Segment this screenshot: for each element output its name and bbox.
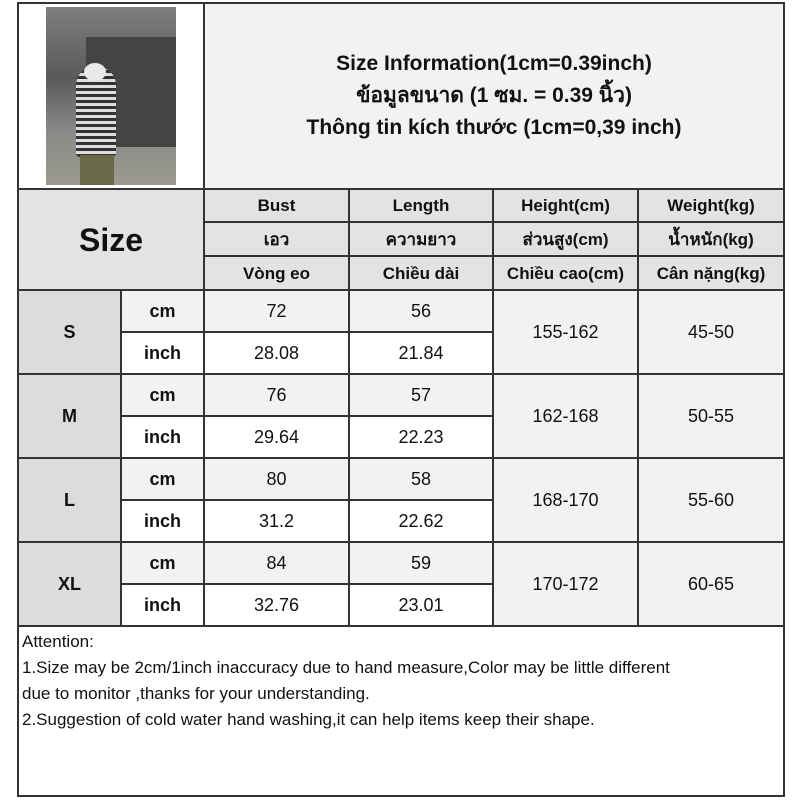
col-header-weight-en: Weight(kg)	[636, 188, 786, 223]
unit-cm: cm	[120, 541, 205, 585]
col-header-weight-th: น้ำหนัก(kg)	[636, 221, 786, 257]
col-header-length-th: ความยาว	[348, 221, 494, 257]
attention-notes: Attention: 1.Size may be 2cm/1inch inacc…	[16, 625, 786, 797]
unit-inch: inch	[120, 331, 205, 375]
unit-cm: cm	[120, 373, 205, 417]
table-row: inch 32.76 23.01	[18, 583, 784, 627]
bust-cm: 80	[203, 457, 350, 501]
bust-inch: 32.76	[203, 583, 350, 627]
table-row: XL cm 84 59 170-172 60-65	[17, 541, 786, 627]
bust-inch: 29.64	[203, 415, 350, 459]
notes-line: due to monitor ,thanks for your understa…	[22, 684, 370, 703]
notes-line: 1.Size may be 2cm/1inch inaccuracy due t…	[22, 658, 670, 677]
unit-cm: cm	[120, 457, 205, 501]
product-photo	[46, 7, 176, 185]
unit-cm: cm	[120, 289, 205, 333]
height-range: 168-170	[492, 457, 639, 543]
size-header: Size	[17, 188, 205, 291]
weight-range: 50-55	[636, 373, 786, 459]
height-range: 170-172	[492, 541, 639, 627]
weight-range: 60-65	[636, 541, 786, 627]
length-cm: 56	[348, 289, 494, 333]
col-header-height-th: ส่วนสูง(cm)	[492, 221, 639, 257]
col-header-length-en: Length	[348, 188, 494, 223]
length-inch: 21.84	[348, 331, 494, 375]
product-photo-cell	[17, 2, 205, 190]
size-label: M	[17, 373, 122, 459]
col-header-bust-vi: Vòng eo	[203, 255, 350, 291]
bust-cm: 72	[203, 289, 350, 333]
table-row: inch 29.64 22.23	[18, 415, 784, 459]
bust-inch: 28.08	[203, 331, 350, 375]
length-inch: 22.23	[348, 415, 494, 459]
bust-cm: 84	[203, 541, 350, 585]
length-inch: 22.62	[348, 499, 494, 543]
size-label: L	[17, 457, 122, 543]
height-range: 155-162	[492, 289, 639, 375]
title-thai: ข้อมูลขนาด (1 ซม. = 0.39 นิ้ว)	[356, 84, 632, 107]
length-cm: 59	[348, 541, 494, 585]
size-label: XL	[17, 541, 122, 627]
col-header-bust-th: เอว	[203, 221, 350, 257]
title-english: Size Information(1cm=0.39inch)	[336, 52, 652, 75]
notes-line: 2.Suggestion of cold water hand washing,…	[22, 710, 595, 729]
unit-inch: inch	[120, 583, 205, 627]
weight-range: 45-50	[636, 289, 786, 375]
col-header-height-vi: Chiều cao(cm)	[492, 255, 639, 291]
title-vietnamese: Thông tin kích thước (1cm=0,39 inch)	[306, 116, 682, 139]
unit-inch: inch	[120, 415, 205, 459]
table-row: inch 28.08 21.84	[18, 331, 784, 375]
length-cm: 58	[348, 457, 494, 501]
bust-cm: 76	[203, 373, 350, 417]
table-row: inch 31.2 22.62	[18, 499, 784, 543]
bust-inch: 31.2	[203, 499, 350, 543]
size-info-title: Size Information(1cm=0.39inch) ข้อมูลขนา…	[202, 2, 786, 190]
height-range: 162-168	[492, 373, 639, 459]
size-label: S	[17, 289, 122, 375]
length-inch: 23.01	[348, 583, 494, 627]
unit-inch: inch	[120, 499, 205, 543]
weight-range: 55-60	[636, 457, 786, 543]
col-header-length-vi: Chiều dài	[348, 255, 494, 291]
length-cm: 57	[348, 373, 494, 417]
col-header-height-en: Height(cm)	[492, 188, 639, 223]
col-header-bust-en: Bust	[203, 188, 350, 223]
notes-heading: Attention:	[22, 632, 94, 651]
col-header-weight-vi: Cân nặng(kg)	[636, 255, 786, 291]
size-chart-table: Size Information(1cm=0.39inch) ข้อมูลขนา…	[16, 2, 786, 797]
